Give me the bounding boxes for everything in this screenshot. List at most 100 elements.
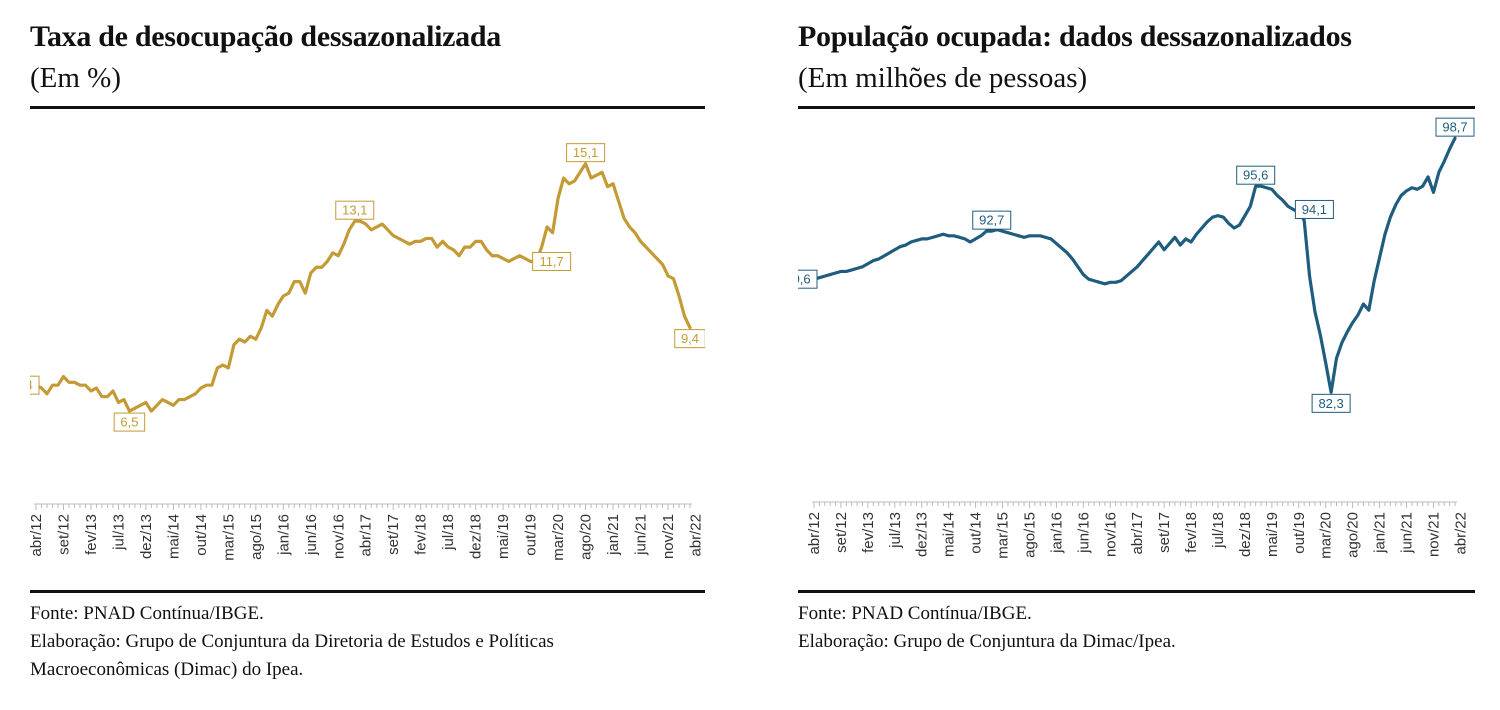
x-tick-label: set/17	[1156, 512, 1173, 553]
source-line: Fonte: PNAD Contínua/IBGE.	[30, 603, 264, 624]
x-tick-label: mai/14	[165, 514, 182, 559]
x-tick-label: nov/16	[330, 514, 347, 559]
x-tick-label: jun/21	[633, 514, 650, 556]
x-tick-label: set/12	[833, 512, 850, 553]
x-tick-label: out/19	[1291, 512, 1308, 554]
data-label-text: 89,6	[798, 272, 811, 287]
data-label: 13,1	[335, 200, 375, 220]
data-label-text: 95,6	[1243, 168, 1268, 183]
x-tick-label: mar/15	[995, 512, 1012, 559]
employed-population-chart: abr/12 set/12 fev/13 jul/13 dez/13 mai/14 out/…	[798, 117, 1475, 559]
x-tick-label: jun/16	[303, 514, 320, 556]
top-rule	[30, 106, 705, 109]
x-tick-label: set/12	[55, 514, 72, 555]
source-note: Fonte: PNAD Contínua/IBGE. Elaboração: G…	[30, 600, 554, 684]
x-tick-label: fev/18	[413, 514, 430, 555]
data-label: 6,5	[113, 412, 146, 432]
x-tick-label: fev/18	[1183, 512, 1200, 553]
x-tick-label: jul/13	[887, 512, 904, 549]
data-label-box	[1311, 393, 1351, 413]
x-tick-label: set/17	[385, 514, 402, 555]
x-tick-label: dez/13	[914, 512, 931, 557]
data-label-box	[113, 412, 146, 432]
x-tick-label: abr/17	[358, 514, 375, 557]
chart-subtitle: (Em %)	[30, 62, 121, 94]
series-line	[34, 162, 692, 413]
x-tick-label: jul/18	[1210, 512, 1227, 549]
data-label: 15,1	[566, 143, 606, 163]
data-label-text: 98,7	[1442, 120, 1467, 135]
bottom-rule	[30, 590, 705, 593]
data-label-box	[532, 251, 572, 271]
data-label-box	[1435, 117, 1475, 137]
x-tick-label: mar/20	[1318, 512, 1335, 559]
data-label: 98,7	[1435, 117, 1475, 137]
x-tick-label: ago/20	[578, 514, 595, 560]
data-label: 7,4	[30, 375, 40, 395]
data-label: 94,1	[1294, 199, 1334, 219]
chart-subtitle: (Em milhões de pessoas)	[798, 62, 1088, 94]
x-tick-label: dez/13	[138, 514, 155, 559]
x-tick-label: nov/16	[1102, 512, 1119, 557]
data-label-text: 6,5	[120, 415, 138, 430]
data-label: 9,4	[674, 329, 705, 349]
data-label: 11,7	[532, 251, 572, 271]
x-tick-label: jan/16	[1048, 512, 1065, 554]
x-tick-label: out/14	[968, 512, 985, 554]
x-tick-label: jan/21	[1372, 512, 1389, 554]
data-label-box	[674, 329, 705, 349]
data-label-box	[972, 210, 1012, 230]
unemployment-chart: abr/12 set/12 fev/13 jul/13 dez/13 mai/14 out/…	[30, 143, 705, 561]
credit-line-2: Macroeconômicas (Dimac) do Ipea.	[30, 659, 304, 680]
x-tick-label: out/19	[523, 514, 540, 556]
x-tick-label: abr/22	[1452, 512, 1469, 555]
data-label-text: 82,3	[1318, 396, 1343, 411]
data-label-text: 94,1	[1302, 202, 1327, 217]
data-label: 95,6	[1236, 165, 1276, 185]
x-tick-label: jun/16	[1075, 512, 1092, 554]
data-label: 92,7	[972, 210, 1012, 230]
x-tick-label: jul/13	[110, 514, 127, 551]
x-tick-label: dez/18	[468, 514, 485, 559]
x-tick-label: nov/21	[1425, 512, 1442, 557]
x-tick-label: mai/19	[1264, 512, 1281, 557]
x-tick-label: abr/22	[687, 514, 704, 557]
x-tick-label: jan/16	[275, 514, 292, 556]
data-label-box	[798, 269, 818, 289]
x-tick-label: abr/12	[806, 512, 823, 555]
credit-line-1: Elaboração: Grupo de Conjuntura da Diret…	[30, 631, 554, 652]
x-tick-label: mar/20	[550, 514, 567, 561]
x-tick-label: out/14	[193, 514, 210, 556]
x-tick-label: abr/17	[1129, 512, 1146, 555]
top-rule	[798, 106, 1475, 109]
x-tick-label: abr/12	[30, 514, 45, 557]
data-label-box	[335, 200, 375, 220]
chart-title: Taxa de desocupação dessazonalizada	[30, 20, 501, 53]
chart-title: População ocupada: dados dessazonalizado…	[798, 20, 1352, 53]
x-tick-label: jan/21	[605, 514, 622, 556]
data-label-text: 15,1	[573, 145, 598, 160]
source-line: Fonte: PNAD Contínua/IBGE.	[798, 603, 1032, 624]
data-label-box	[566, 143, 606, 163]
x-tick-label: mar/15	[220, 514, 237, 561]
x-tick-label: ago/15	[248, 514, 265, 560]
data-label-box	[1294, 199, 1334, 219]
x-tick-label: mai/19	[495, 514, 512, 559]
data-label-text: 7,4	[30, 378, 33, 393]
x-tick-label: fev/13	[83, 514, 100, 555]
data-label: 89,6	[798, 269, 818, 289]
source-note: Fonte: PNAD Contínua/IBGE. Elaboração: G…	[798, 600, 1176, 656]
data-label-box	[30, 375, 40, 395]
data-label-text: 13,1	[342, 203, 367, 218]
x-tick-label: jun/21	[1399, 512, 1416, 554]
x-tick-label: dez/18	[1237, 512, 1254, 557]
x-tick-label: ago/20	[1345, 512, 1362, 558]
x-tick-label: ago/15	[1021, 512, 1038, 558]
data-label-box	[1236, 165, 1276, 185]
data-label: 82,3	[1311, 393, 1351, 413]
data-label-text: 9,4	[681, 331, 699, 346]
series-line	[812, 136, 1457, 394]
bottom-rule	[798, 590, 1475, 593]
x-tick-label: fev/13	[860, 512, 877, 553]
credit-line-1: Elaboração: Grupo de Conjuntura da Dimac…	[798, 631, 1176, 652]
